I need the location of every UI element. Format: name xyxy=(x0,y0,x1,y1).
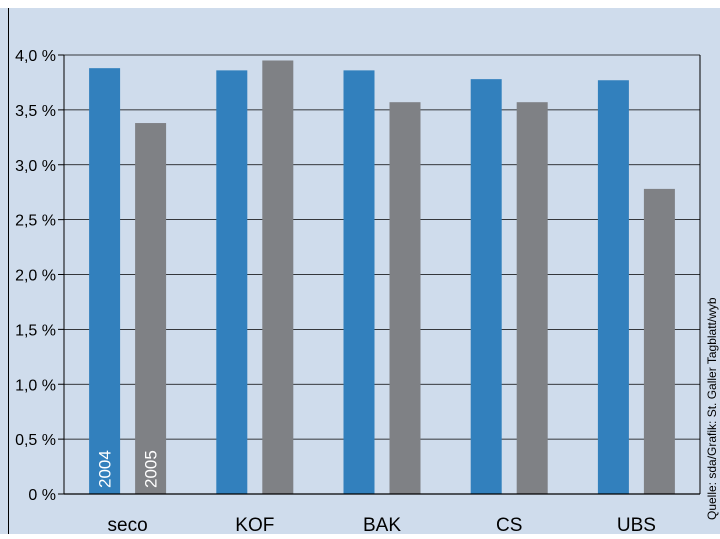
bar-2004-seco xyxy=(89,68,121,495)
y-tick-label: 2,5 % xyxy=(15,213,56,230)
x-tick-label: CS xyxy=(496,515,522,534)
y-tick-label: 1,5 % xyxy=(15,322,56,339)
x-tick-label: seco xyxy=(108,515,148,534)
bar-2004-UBS xyxy=(597,80,629,495)
y-tick-label: 2,0 % xyxy=(15,268,56,285)
bar-2005-seco xyxy=(135,123,167,495)
y-tick-label: 0 % xyxy=(28,487,56,504)
y-tick-labels: 0 % 0,5 % 1,0 % 1,5 % 2,0 % 2,5 % 3,0 % 3,5 % 4,… xyxy=(15,48,56,504)
source-credit: Quelle: sda/Grafik: St. Galler Tagblatt/… xyxy=(705,297,719,520)
x-tick-label: UBS xyxy=(617,515,656,534)
bar-2005-BAK xyxy=(389,102,421,494)
y-tick-label: 3,0 % xyxy=(15,158,56,175)
series-label-2004: 2004 xyxy=(96,450,115,488)
x-tick-label: BAK xyxy=(363,515,401,534)
bar-2004-CS xyxy=(470,79,502,495)
series-label-2005: 2005 xyxy=(142,450,161,488)
bar-2004-BAK xyxy=(343,70,375,495)
bar-2005-CS xyxy=(516,102,548,494)
y-tick-label: 0,5 % xyxy=(15,432,56,449)
x-tick-labels: seco KOF BAK CS UBS xyxy=(108,515,656,536)
bar-2004-KOF xyxy=(216,70,248,495)
series-labels: 2004 2005 xyxy=(96,450,161,488)
x-tick-label: KOF xyxy=(235,515,274,534)
y-tick-label: 3,5 % xyxy=(15,103,56,120)
bars xyxy=(89,60,675,495)
y-tick-label: 1,0 % xyxy=(15,377,56,394)
bar-2005-KOF xyxy=(262,60,294,495)
bar-2005-UBS xyxy=(643,188,675,494)
gridlines xyxy=(58,54,700,495)
y-tick-label: 4,0 % xyxy=(15,48,56,65)
chart-top-band xyxy=(0,0,720,8)
